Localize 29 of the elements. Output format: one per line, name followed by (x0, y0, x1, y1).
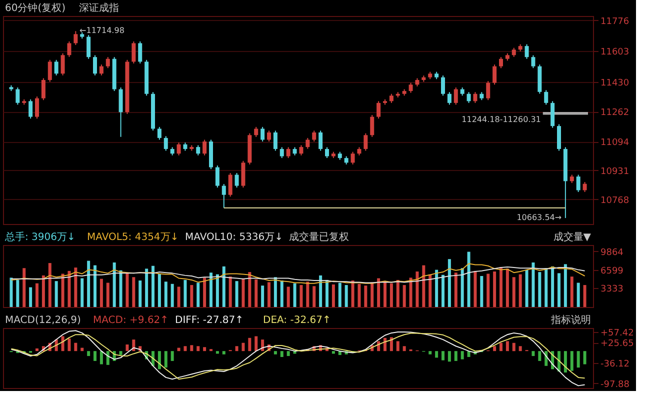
y-tick-label: 9864 (600, 248, 624, 258)
y-tick-label: 11094 (600, 138, 630, 148)
text: DIFF: -27.87↑ (175, 315, 244, 326)
annotation: 10663.54→ (516, 213, 562, 222)
y-tick-label: +57.42 (600, 328, 634, 339)
text: MAVOL5: 4354万↓ (87, 232, 179, 243)
text: DEA: -32.67↑ (263, 315, 331, 326)
y-tick-label: -36.12 (600, 359, 630, 370)
y-tick-label: -97.88 (600, 380, 630, 390)
text: MAVOL10: 5336万↓ (185, 232, 284, 243)
annotation: ←11714.98 (80, 26, 124, 36)
y-tick-label: 10931 (600, 166, 630, 177)
y-tick-label: +25.65 (600, 339, 634, 350)
series-label: MACD: +9.62↑ (93, 315, 169, 326)
text: 总手: 3906万↓ (4, 231, 76, 243)
text: 成交量已复权 (289, 231, 349, 243)
y-tick-label: 10768 (600, 196, 630, 206)
text: 成交量▼ (553, 231, 592, 243)
y-tick-label: 11430 (600, 78, 630, 88)
y-tick-label: 3333 (600, 284, 624, 295)
y-tick-label: 11262 (600, 108, 630, 118)
y-tick-label: 11776 (600, 16, 630, 27)
chart-title: 60分钟(复权) (5, 2, 66, 14)
band-label: 11244.18-11260.31 (462, 114, 541, 124)
chart-subtitle: 深证成指 (79, 2, 119, 14)
text: 指标说明 (550, 314, 591, 326)
y-tick-label: 11603 (600, 48, 630, 58)
y-tick-label: 6599 (600, 266, 624, 276)
chart-title: MACD(12,26,9) (5, 315, 82, 326)
